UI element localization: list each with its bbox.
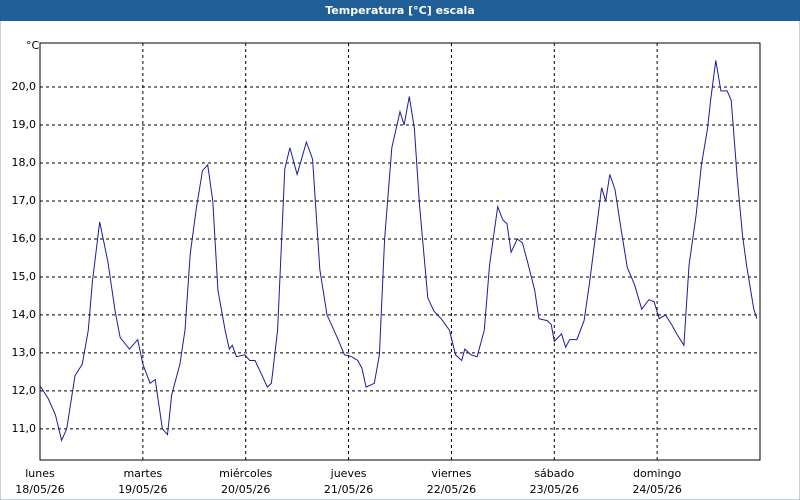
x-tick-date: 22/05/26 [427,483,476,496]
y-tick-label: 15,0 [12,270,37,283]
x-tick-label: lunes [25,467,55,480]
y-tick-label: 18,0 [12,156,37,169]
x-tick-label: viernes [431,467,471,480]
x-tick-label: sábado [534,467,574,480]
x-tick-label: domingo [633,467,681,480]
y-tick-label: 14,0 [12,308,37,321]
y-tick-label: 16,0 [12,232,37,245]
x-tick-date: 23/05/26 [530,483,579,496]
x-tick-date: 18/05/26 [15,483,64,496]
y-tick-label: 20,0 [12,80,37,93]
y-tick-label: 13,0 [12,346,37,359]
x-tick-date: 24/05/26 [632,483,681,496]
x-tick-date: 21/05/26 [324,483,373,496]
y-tick-label: 12,0 [12,384,37,397]
chart-title: Temperatura [°C] escala [325,4,475,17]
plot-frame [39,42,761,461]
x-tick-date: 19/05/26 [118,483,167,496]
y-unit: °C [26,39,40,52]
temperature-line [39,60,758,442]
y-tick-label: 19,0 [12,118,37,131]
x-tick-label: miércoles [219,467,272,480]
x-tick-date: 20/05/26 [221,483,270,496]
x-tick-label: jueves [330,467,367,480]
y-tick-label: 11,0 [12,422,37,435]
y-tick-label: 17,0 [12,194,37,207]
title-bar [0,0,800,21]
x-tick-label: martes [123,467,162,480]
